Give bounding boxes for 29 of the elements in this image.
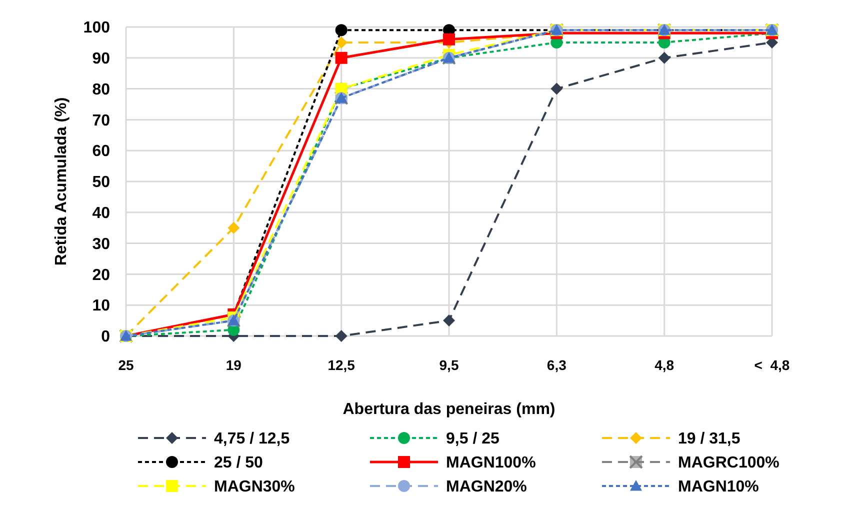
- x-axis-title: Abertura das peneiras (mm): [342, 401, 556, 418]
- x-tick-label: 4,8: [654, 357, 674, 373]
- x-tick-label: 12,5: [328, 357, 356, 373]
- y-tick-label: 90: [92, 50, 110, 68]
- legend-label: MAGN20%: [446, 478, 527, 496]
- x-tick-label: 25: [118, 357, 134, 373]
- legend-label: 9,5 / 25: [446, 430, 500, 448]
- y-tick-label: 40: [92, 205, 110, 222]
- y-tick-label: 20: [92, 266, 110, 284]
- y-tick-label: 80: [92, 81, 110, 98]
- y-tick-label: 10: [92, 298, 110, 315]
- y-tick-label: 30: [92, 236, 110, 253]
- y-tick-label: 0: [101, 328, 110, 346]
- y-tick-label: 60: [92, 143, 110, 160]
- y-axis-title: Retida Acumulada (%): [53, 97, 70, 266]
- legend-label: MAGRC100%: [678, 454, 780, 472]
- legend-label: 19 / 31,5: [678, 430, 740, 448]
- x-tick-label: 6,3: [546, 357, 567, 373]
- y-tick-label: 50: [92, 174, 110, 192]
- legend-label: MAGN100%: [446, 454, 536, 472]
- legend-label: MAGN10%: [678, 478, 759, 496]
- y-tick-label: 100: [83, 20, 110, 37]
- legend-label: 25 / 50: [214, 454, 264, 472]
- legend-label: 4,75 / 12,5: [214, 430, 290, 448]
- x-tick-label: 9,5: [439, 357, 459, 373]
- x-tick-label: < 4,8: [754, 357, 790, 373]
- x-tick-label: 19: [226, 357, 242, 373]
- y-tick-label: 70: [92, 112, 110, 130]
- legend-label: MAGN30%: [214, 478, 295, 496]
